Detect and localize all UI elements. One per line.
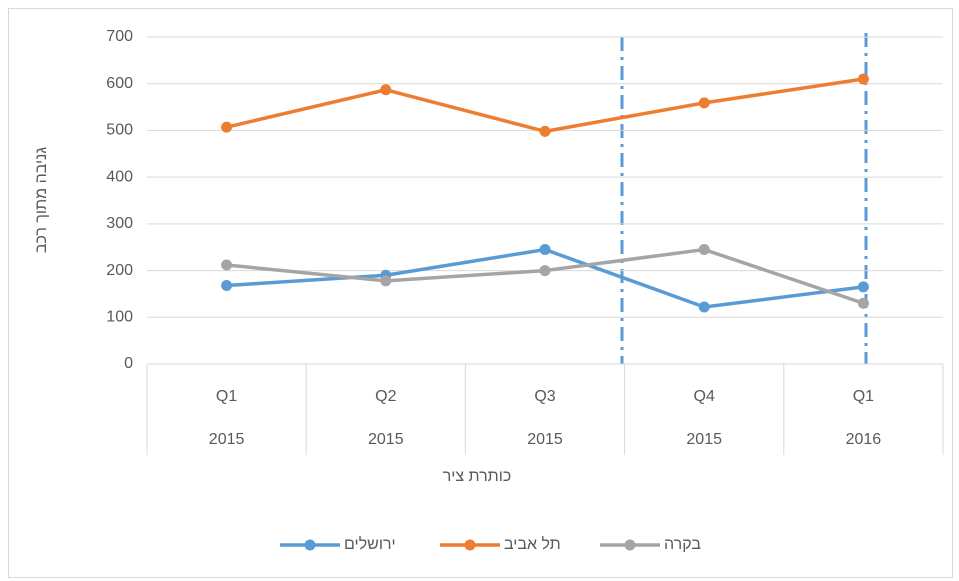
legend-label: ירושלים [344, 535, 396, 553]
point [698, 97, 710, 109]
y-tick-label: 600 [106, 75, 133, 92]
legend-label: בקרה [664, 536, 701, 553]
y-tick-label: 300 [106, 215, 133, 232]
y-tick-label: 400 [106, 168, 133, 185]
x-tick-label: 2015 [527, 431, 563, 448]
x-tick-label: Q4 [694, 388, 715, 405]
x-tick-label: 2016 [846, 431, 882, 448]
legend-marker [464, 539, 476, 551]
y-tick-label: 200 [106, 262, 133, 279]
legend-marker [624, 539, 636, 551]
x-tick-label: Q3 [534, 388, 555, 405]
point [857, 73, 869, 85]
legend-label: תל אביב [504, 535, 561, 553]
point [221, 259, 233, 271]
point [857, 297, 869, 309]
point [380, 84, 392, 96]
point [698, 244, 710, 256]
point [539, 125, 551, 137]
point [698, 301, 710, 313]
y-tick-label: 500 [106, 122, 133, 139]
point [380, 275, 392, 287]
x-tick-label: 2015 [368, 431, 404, 448]
x-tick-label: 2015 [686, 431, 722, 448]
y-axis-title: גניבה מתוך רכב [33, 147, 50, 253]
x-tick-label: Q1 [853, 388, 874, 405]
point [221, 280, 233, 292]
x-tick-label: Q1 [216, 388, 237, 405]
y-tick-label: 0 [124, 355, 133, 372]
point [539, 265, 551, 277]
point [221, 121, 233, 133]
y-tick-label: 700 [106, 28, 133, 45]
point [539, 244, 551, 256]
x-tick-label: 2015 [209, 431, 245, 448]
y-tick-label: 100 [106, 309, 133, 326]
point [857, 281, 869, 293]
legend-marker [304, 539, 316, 551]
x-axis-title: כותרת ציר [443, 468, 512, 485]
chart-frame [8, 8, 953, 578]
x-tick-label: Q2 [375, 388, 396, 405]
